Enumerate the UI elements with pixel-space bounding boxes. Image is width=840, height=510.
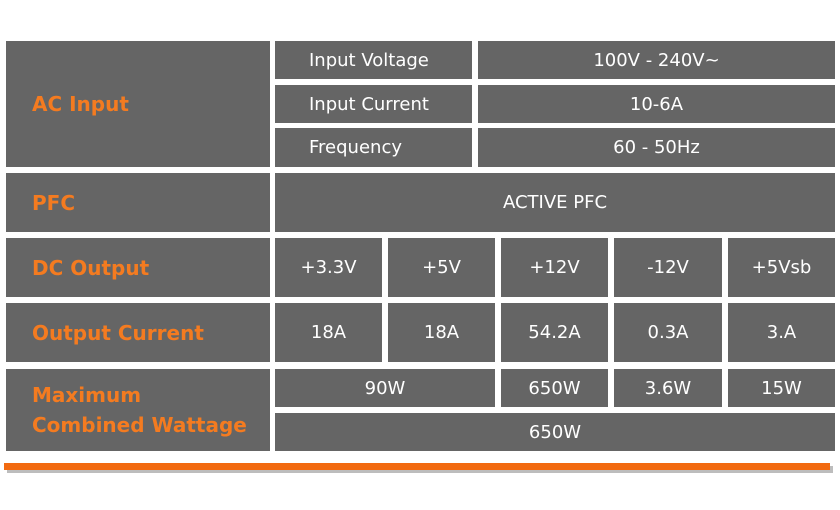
cell: 18A [388, 303, 495, 362]
cell: +3.3V [275, 238, 382, 297]
cell: +12V [501, 238, 608, 297]
cell: 18A [275, 303, 382, 362]
row-label: Maximum Combined Wattage [6, 369, 270, 451]
cell: 3.A [728, 303, 835, 362]
cell: +5Vsb [728, 238, 835, 297]
cell: Input Current [275, 85, 472, 123]
cell: 650W [275, 413, 835, 451]
cell: 54.2A [501, 303, 608, 362]
cell: 15W [728, 369, 835, 407]
cell: Frequency [275, 128, 472, 167]
cell: +5V [388, 238, 495, 297]
cell: 90W [275, 369, 495, 407]
cell: 60 - 50Hz [478, 128, 835, 167]
cell: Input Voltage [275, 41, 472, 79]
row-label: PFC [6, 173, 270, 232]
cell: -12V [614, 238, 722, 297]
row-label: AC Input [6, 41, 270, 167]
row-label: Output Current [6, 303, 270, 362]
row-label: DC Output [6, 238, 270, 297]
cell: 100V - 240V~ [478, 41, 835, 79]
accent-bar [4, 463, 830, 470]
cell: 3.6W [614, 369, 722, 407]
cell: 650W [501, 369, 608, 407]
cell: 0.3A [614, 303, 722, 362]
cell: ACTIVE PFC [275, 173, 835, 232]
cell: 10-6A [478, 85, 835, 123]
